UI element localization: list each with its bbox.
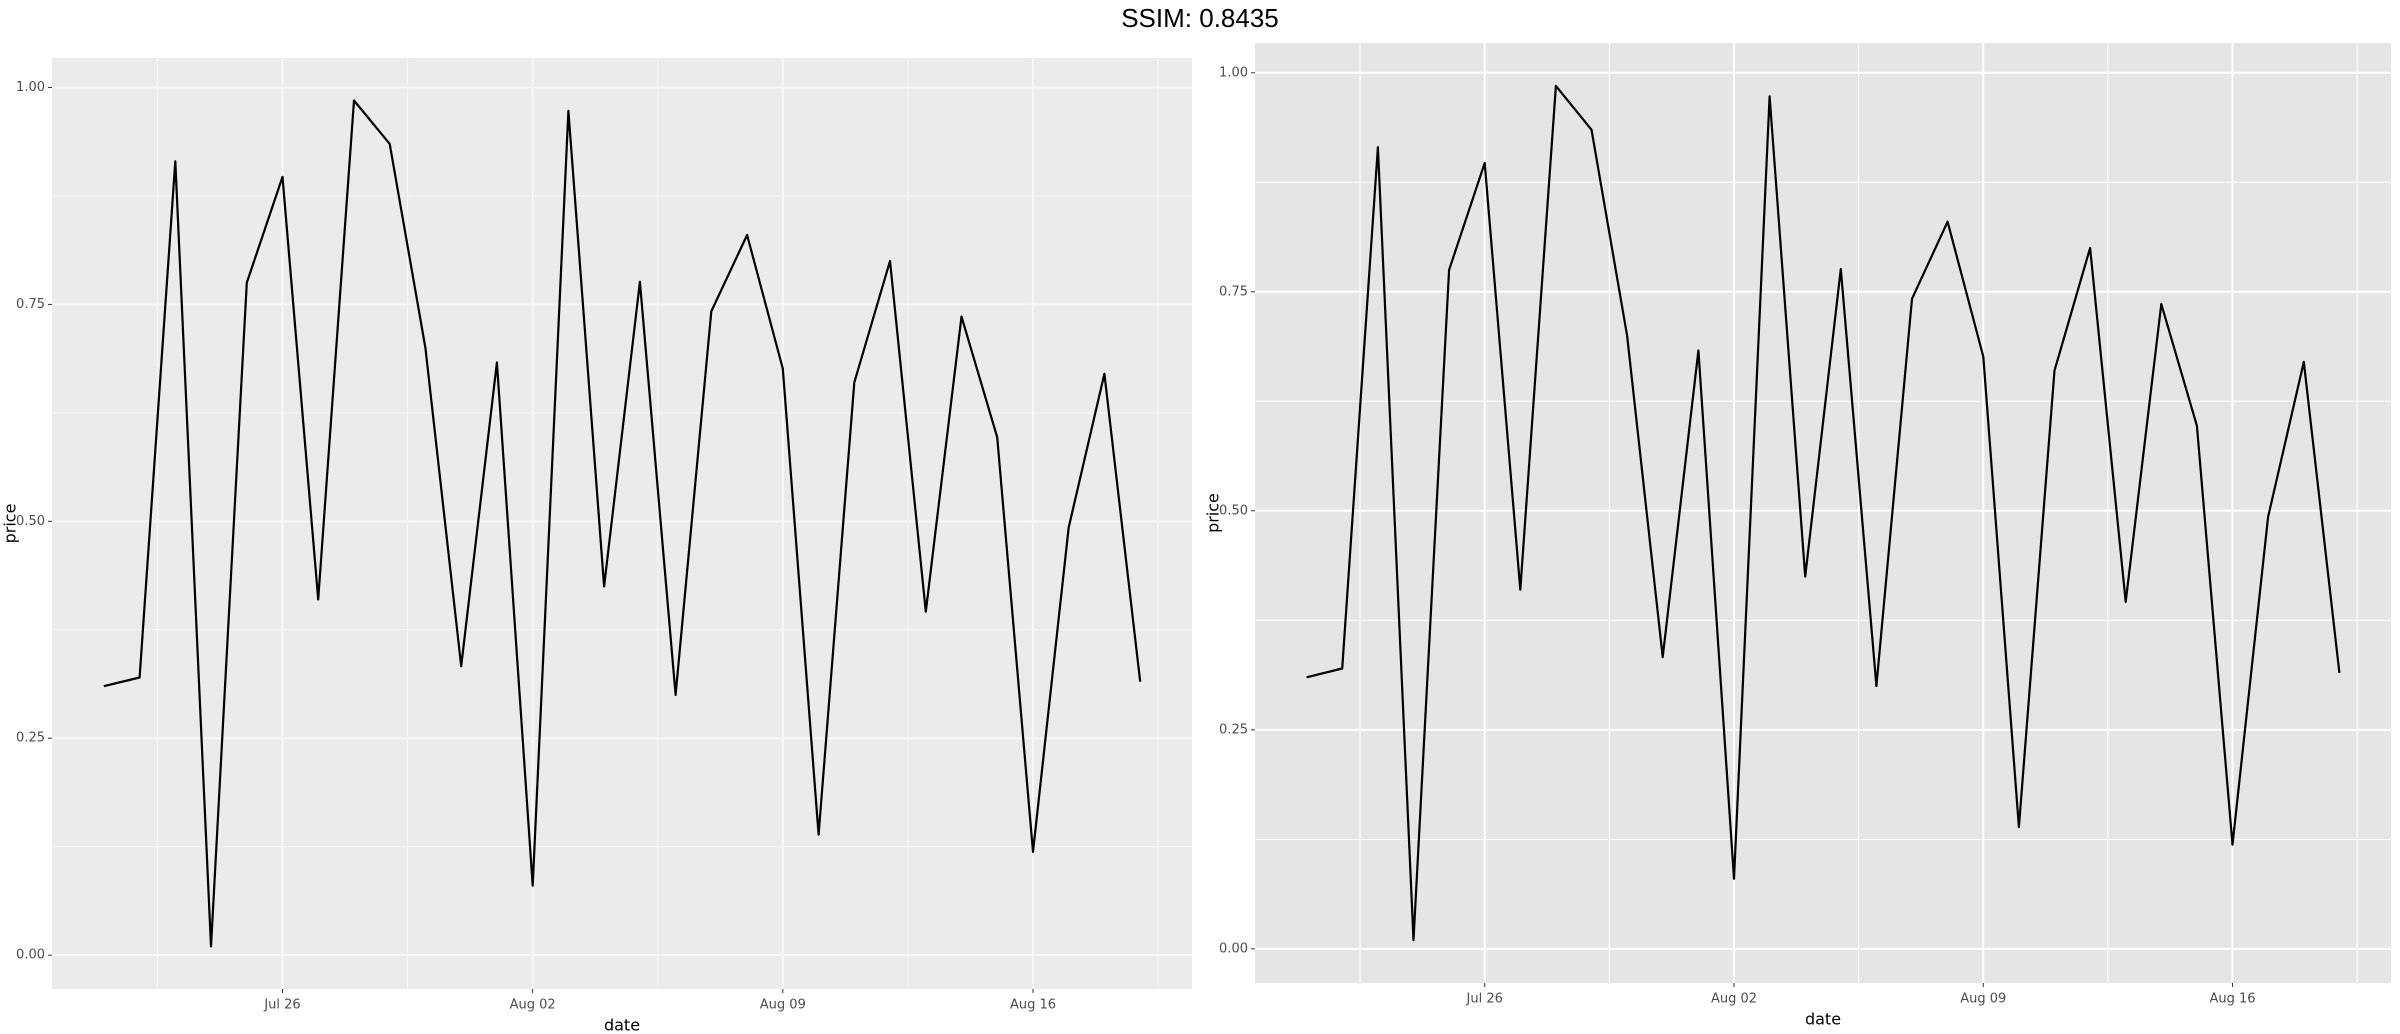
x-tick-label: Aug 16 [1010,998,1056,1013]
x-tick-label: Aug 16 [2209,992,2255,1007]
y-tick-label: 0.25 [1219,722,1248,737]
price-line [1306,84,2341,942]
y-tick-label: 0.00 [1219,941,1248,956]
plot-panel [1255,43,2391,983]
y-axis-title: price [1204,493,1223,533]
x-axis-title: date [604,1016,640,1034]
x-axis-title: date [1805,1010,1841,1029]
x-tick-label: Aug 02 [1711,992,1757,1007]
x-tick-label: Aug 09 [1960,992,2006,1007]
x-tick-label: Jul 26 [263,998,300,1013]
y-tick-label: 0.00 [16,948,45,963]
y-tick-label: 1.00 [1219,65,1248,80]
x-tick-label: Aug 09 [760,998,806,1013]
y-tick-label: 0.25 [16,731,45,746]
figure-title: SSIM: 0.8435 [1121,3,1279,33]
price-line [103,99,1142,948]
y-tick-label: 1.00 [16,80,45,95]
y-axis-title: price [1,504,20,544]
y-tick-label: 0.75 [1219,284,1248,299]
x-tick-label: Aug 02 [510,998,556,1013]
y-tick-label: 0.50 [16,514,45,529]
y-tick-label: 0.75 [16,297,45,312]
plot-panel [52,58,1192,989]
x-tick-label: Jul 26 [1466,992,1503,1007]
y-tick-label: 0.50 [1219,503,1248,518]
